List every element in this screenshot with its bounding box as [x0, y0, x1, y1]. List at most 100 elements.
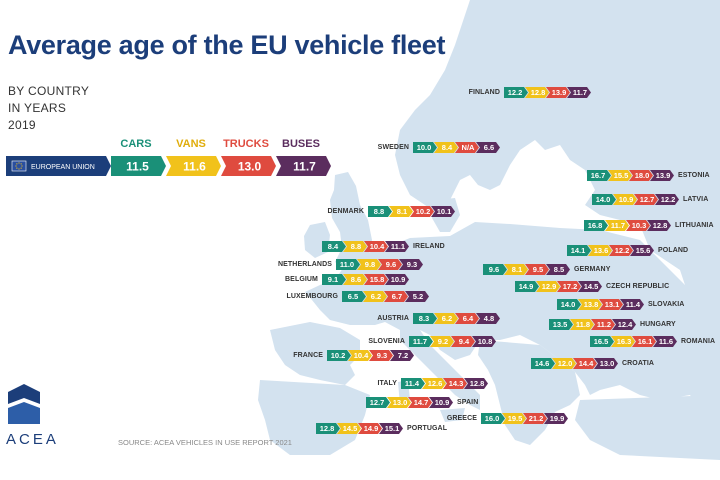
bar-trucks	[455, 142, 479, 153]
bar-buses	[647, 220, 671, 231]
country-label: LITHUANIA	[675, 221, 714, 229]
row-italy: 11.4 12.6 14.3 12.8	[401, 378, 488, 389]
row-portugal: 12.8 14.5 14.9 15.1	[316, 423, 403, 434]
bar-vans	[525, 87, 549, 98]
bar-cars	[336, 259, 360, 270]
bar-vans	[578, 299, 602, 310]
bar-trucks	[609, 245, 633, 256]
value-label-buses: 11.7	[293, 159, 316, 173]
bar-buses	[429, 397, 453, 408]
bar-trucks	[632, 336, 656, 347]
row-greece: 16.0 19.5 21.2 19.9	[481, 413, 568, 424]
bar-buses	[650, 170, 674, 181]
row-lithuania: 16.8 11.7 10.3 12.8	[584, 220, 671, 231]
bar-trucks	[369, 350, 393, 361]
bar-cars	[584, 220, 608, 231]
value-label-vans: 10.4	[354, 351, 369, 360]
bar-vans	[389, 206, 413, 217]
bar-trucks	[629, 170, 653, 181]
country-label: CROATIA	[622, 359, 655, 367]
country-label: ESTONIA	[678, 171, 710, 179]
country-label: GREECE	[446, 414, 477, 422]
source-note: SOURCE: ACEA VEHICLES IN USE REPORT 2021	[118, 438, 292, 447]
value-label-trucks: 16.1	[638, 337, 653, 346]
bar-trucks	[358, 423, 382, 434]
bar-buses	[390, 350, 414, 361]
value-label-buses: 15.1	[385, 424, 400, 433]
bar-buses	[399, 259, 423, 270]
bar-cars	[515, 281, 539, 292]
bar-vans	[348, 350, 372, 361]
value-label-trucks: 10.4	[370, 242, 385, 251]
bar-cars	[401, 378, 425, 389]
bar-trucks	[451, 336, 475, 347]
value-label-trucks: 13.9	[552, 88, 567, 97]
bar-buses	[612, 319, 636, 330]
row-luxembourg: 6.5 6.2 6.7 5.2	[342, 291, 429, 302]
legend-cars: CARS	[120, 138, 152, 150]
value-label-cars: 10.2	[331, 351, 346, 360]
value-label-trucks: 6.4	[463, 314, 474, 323]
country-label: LUXEMBOURG	[286, 292, 338, 300]
bar-cars	[322, 274, 346, 285]
bar-trucks	[378, 259, 402, 270]
bar-buses	[544, 413, 568, 424]
bar-trucks	[599, 299, 623, 310]
value-label-buses: 19.9	[550, 414, 565, 423]
value-label-cars: 14.1	[571, 246, 586, 255]
bar-vans	[430, 336, 454, 347]
value-label-vans: 11.8	[576, 320, 590, 329]
value-label-vans: 13.8	[584, 300, 599, 309]
value-label-cars: 6.5	[348, 292, 358, 301]
bar-cars	[592, 194, 616, 205]
eu-flag-icon	[11, 160, 27, 172]
bar-vans	[611, 336, 635, 347]
bar-vans	[343, 241, 367, 252]
bar-buses	[630, 245, 654, 256]
value-label-vans: 8.4	[442, 143, 453, 152]
bar-buses	[431, 206, 455, 217]
value-label-cars: 16.7	[591, 171, 606, 180]
bar-trucks	[221, 156, 276, 176]
bar-cars	[409, 336, 433, 347]
value-label-buses: 10.1	[437, 207, 452, 216]
value-label-cars: 16.5	[594, 337, 609, 346]
value-label-cars: 9.6	[489, 265, 499, 274]
value-label-vans: 9.2	[438, 337, 448, 346]
subtitle-line-2: IN YEARS	[8, 101, 67, 115]
value-label-trucks: 13.1	[605, 300, 620, 309]
bar-buses	[620, 299, 644, 310]
value-label-cars: 11.0	[340, 260, 354, 269]
value-label-trucks: 9.5	[533, 265, 543, 274]
page-title: Average age of the EU vehicle fleet	[8, 30, 446, 60]
bar-cars	[413, 142, 437, 153]
value-label-buses: 8.5	[554, 265, 564, 274]
row-france: 10.2 10.4 9.3 7.2	[327, 350, 414, 361]
bar-trucks	[408, 397, 432, 408]
bar-vans	[570, 319, 594, 330]
bar-vans	[552, 358, 576, 369]
country-label: SLOVAKIA	[648, 300, 685, 308]
bar-buses	[385, 274, 409, 285]
bar-trucks	[364, 241, 388, 252]
subtitle-line-3: 2019	[8, 118, 36, 132]
bar-vans	[337, 423, 361, 434]
row-germany: 9.6 8.1 9.5 8.5	[483, 264, 570, 275]
bar-buses	[476, 142, 500, 153]
value-label-buses: 13.9	[656, 171, 671, 180]
value-label-vans: 19.5	[508, 414, 523, 423]
value-label-vans: 8.8	[351, 242, 361, 251]
value-label-trucks: 9.6	[386, 260, 396, 269]
value-label-buses: 14.5	[584, 282, 599, 291]
value-label-trucks: 12.7	[640, 195, 655, 204]
bar-cars	[483, 264, 507, 275]
bar-vans	[363, 291, 387, 302]
bar-trucks	[364, 274, 388, 285]
bar-cars	[567, 245, 591, 256]
bar-trucks	[634, 194, 658, 205]
country-label: BELGIUM	[285, 275, 318, 283]
value-label-cars: 14.6	[535, 359, 550, 368]
bar-vans	[434, 142, 458, 153]
